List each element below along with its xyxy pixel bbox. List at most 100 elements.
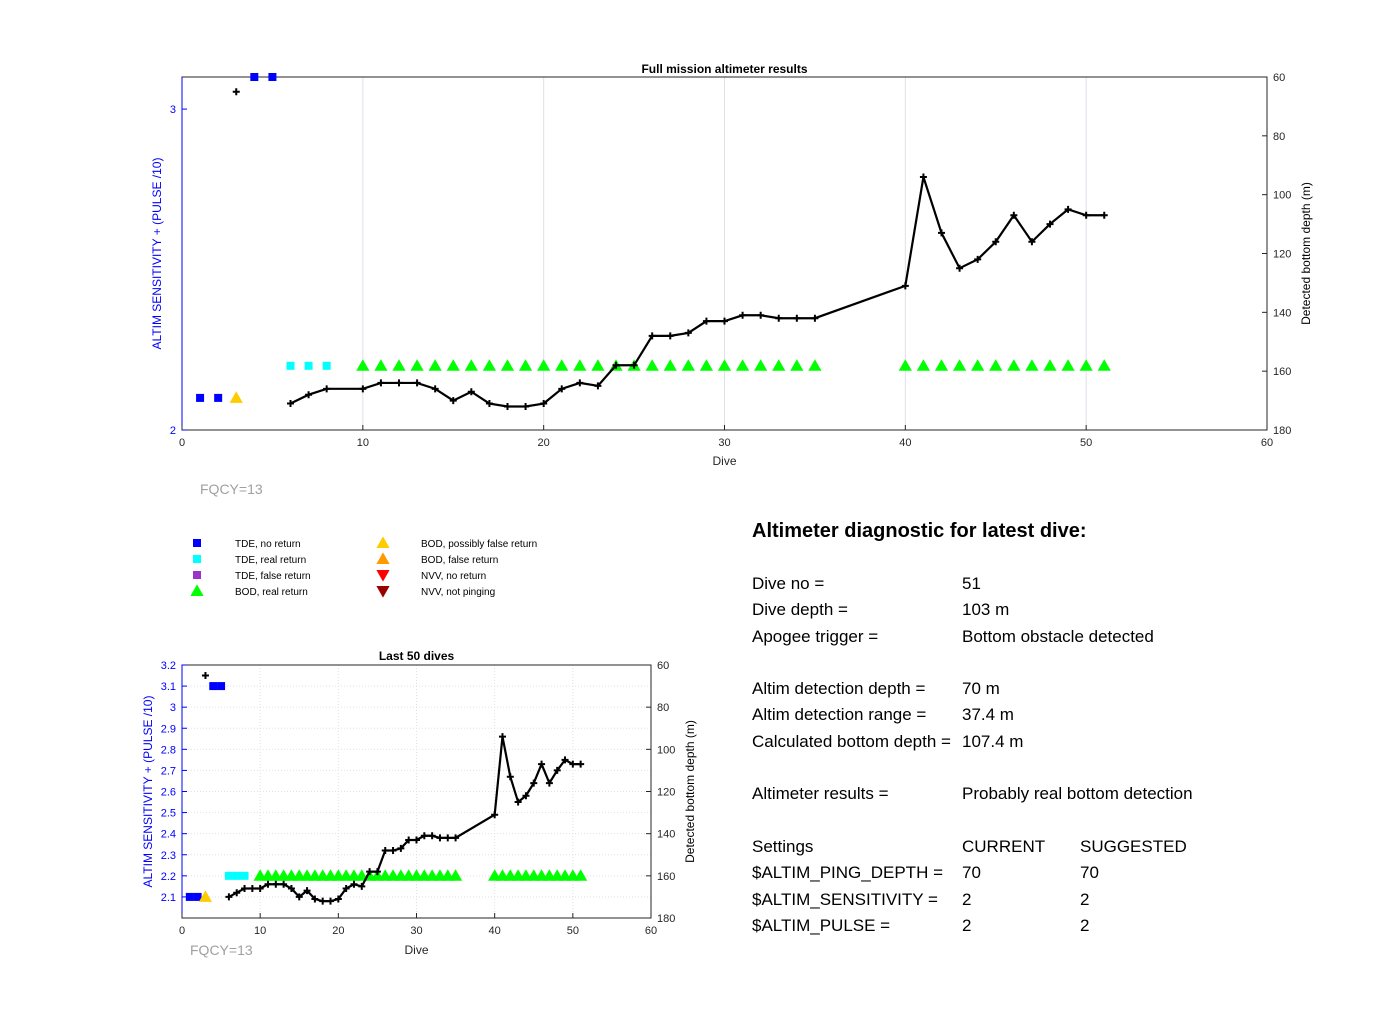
legend-label: BOD, possibly false return bbox=[421, 539, 537, 550]
data-point bbox=[934, 359, 949, 371]
full-mission-chart: 0 10 20 30 40 50 60 2 3 60 80 100 120 140 160 180 Full m… bbox=[150, 62, 1313, 497]
data-point bbox=[295, 893, 303, 901]
fqcy-label: FQCY=13 bbox=[190, 942, 253, 958]
data-point bbox=[775, 314, 783, 322]
data-point bbox=[1079, 359, 1093, 371]
legend-marker bbox=[193, 539, 201, 547]
x-tick-label: 30 bbox=[718, 437, 730, 449]
sensitivity-label: $ALTIM_SENSITIVITY = bbox=[752, 889, 938, 909]
data-point bbox=[311, 895, 319, 903]
data-point bbox=[250, 73, 259, 81]
data-point bbox=[229, 391, 243, 403]
altim-detection-range-value: 37.4 m bbox=[962, 705, 1014, 725]
data-point bbox=[413, 836, 420, 844]
diagnostic-panel: Altimeter diagnostic for latest dive: Di… bbox=[752, 520, 1372, 939]
data-point bbox=[428, 832, 436, 840]
data-point bbox=[198, 890, 213, 902]
dive-depth-label: Dive depth = bbox=[752, 600, 848, 620]
y-left-tick-label: 3.1 bbox=[161, 681, 176, 693]
y-left-tick-label: 2.7 bbox=[161, 765, 176, 777]
data-point bbox=[1061, 359, 1075, 371]
data-point bbox=[217, 682, 226, 691]
data-point bbox=[1007, 359, 1021, 371]
data-point bbox=[702, 317, 710, 325]
y-right-tick-label: 100 bbox=[657, 744, 675, 756]
data-point bbox=[1010, 211, 1018, 219]
altimeter-results-label: Altimeter results = bbox=[752, 784, 889, 804]
data-point bbox=[272, 880, 280, 888]
data-point bbox=[498, 733, 506, 741]
data-point bbox=[482, 359, 497, 371]
data-point bbox=[256, 884, 264, 892]
y-right-tick-label: 80 bbox=[657, 702, 669, 714]
data-point bbox=[381, 847, 389, 855]
data-point bbox=[405, 836, 413, 844]
data-point bbox=[319, 897, 327, 905]
data-point bbox=[342, 884, 350, 892]
data-point bbox=[304, 361, 313, 370]
series-bod-possibly-false-return bbox=[229, 391, 243, 403]
legend-marker bbox=[376, 536, 390, 548]
x-tick-label: 30 bbox=[410, 925, 422, 937]
data-point bbox=[790, 359, 804, 371]
legend-marker bbox=[193, 571, 201, 579]
pulse-suggested: 2 bbox=[1080, 915, 1090, 935]
altim-detection-range-row: Altim detection range = 37.4 m bbox=[752, 702, 1372, 728]
x-tick-label: 0 bbox=[179, 925, 185, 937]
data-point bbox=[645, 359, 659, 371]
data-point bbox=[663, 359, 677, 371]
fqcy-label: FQCY=13 bbox=[200, 481, 263, 497]
data-point bbox=[545, 779, 553, 787]
data-point bbox=[373, 868, 381, 876]
data-point bbox=[518, 359, 533, 371]
data-point bbox=[431, 385, 439, 393]
chart-title: Last 50 dives bbox=[379, 649, 455, 663]
y-right-tick-label: 160 bbox=[1273, 366, 1291, 378]
last-50-dives-chart: 0 10 20 30 40 50 60 2.1 2.2 2.3 2.4 2.5 2.6 2.7 2.8 2.9… bbox=[141, 649, 697, 958]
data-point bbox=[287, 400, 294, 408]
diagnostic-title: Altimeter diagnostic for latest dive: bbox=[752, 520, 1087, 542]
spacer bbox=[752, 808, 1372, 834]
data-point bbox=[485, 400, 493, 408]
ping-depth-row: $ALTIM_PING_DEPTH = 70 70 bbox=[752, 860, 1372, 886]
legend: TDE, no return TDE, real return TDE, false… bbox=[190, 536, 537, 598]
y-right-tick-label: 180 bbox=[1273, 425, 1291, 437]
legend-marker bbox=[376, 552, 390, 564]
data-point bbox=[224, 871, 233, 880]
legend-label: TDE, false return bbox=[235, 571, 311, 582]
data-point bbox=[395, 379, 403, 387]
data-point bbox=[193, 892, 202, 901]
data-point bbox=[538, 760, 546, 768]
altim-detection-depth-value: 70 m bbox=[962, 679, 1000, 699]
data-point bbox=[286, 361, 295, 370]
data-point bbox=[185, 892, 194, 901]
data-point bbox=[577, 760, 585, 768]
data-point bbox=[350, 880, 358, 888]
pulse-current: 2 bbox=[962, 915, 972, 935]
settings-header-row: Settings CURRENT SUGGESTED bbox=[752, 834, 1372, 860]
data-point bbox=[327, 897, 335, 905]
legend-label: BOD, real return bbox=[235, 587, 308, 598]
data-point bbox=[268, 73, 277, 81]
legend-marker bbox=[193, 555, 201, 563]
legend-label: TDE, no return bbox=[235, 539, 301, 550]
settings-label: Settings bbox=[752, 836, 814, 856]
y-right-tick-label: 160 bbox=[657, 871, 675, 883]
data-point bbox=[898, 359, 912, 371]
data-point bbox=[591, 359, 605, 371]
apogee-label: Apogee trigger = bbox=[752, 626, 879, 646]
data-point bbox=[717, 359, 732, 371]
data-point bbox=[413, 379, 421, 387]
data-point bbox=[232, 88, 240, 96]
series-tde-no-return bbox=[185, 682, 226, 901]
dive-depth-value: 103 m bbox=[962, 600, 1010, 620]
data-point bbox=[323, 385, 331, 393]
data-point bbox=[793, 314, 801, 322]
data-point bbox=[436, 834, 444, 842]
x-tick-label: 60 bbox=[1261, 437, 1273, 449]
apogee-row: Apogee trigger = Bottom obstacle detecte… bbox=[752, 624, 1372, 650]
altim-detection-depth-label: Altim detection depth = bbox=[752, 679, 926, 699]
data-point bbox=[214, 393, 223, 402]
data-point bbox=[392, 359, 406, 371]
data-point bbox=[1097, 359, 1111, 371]
